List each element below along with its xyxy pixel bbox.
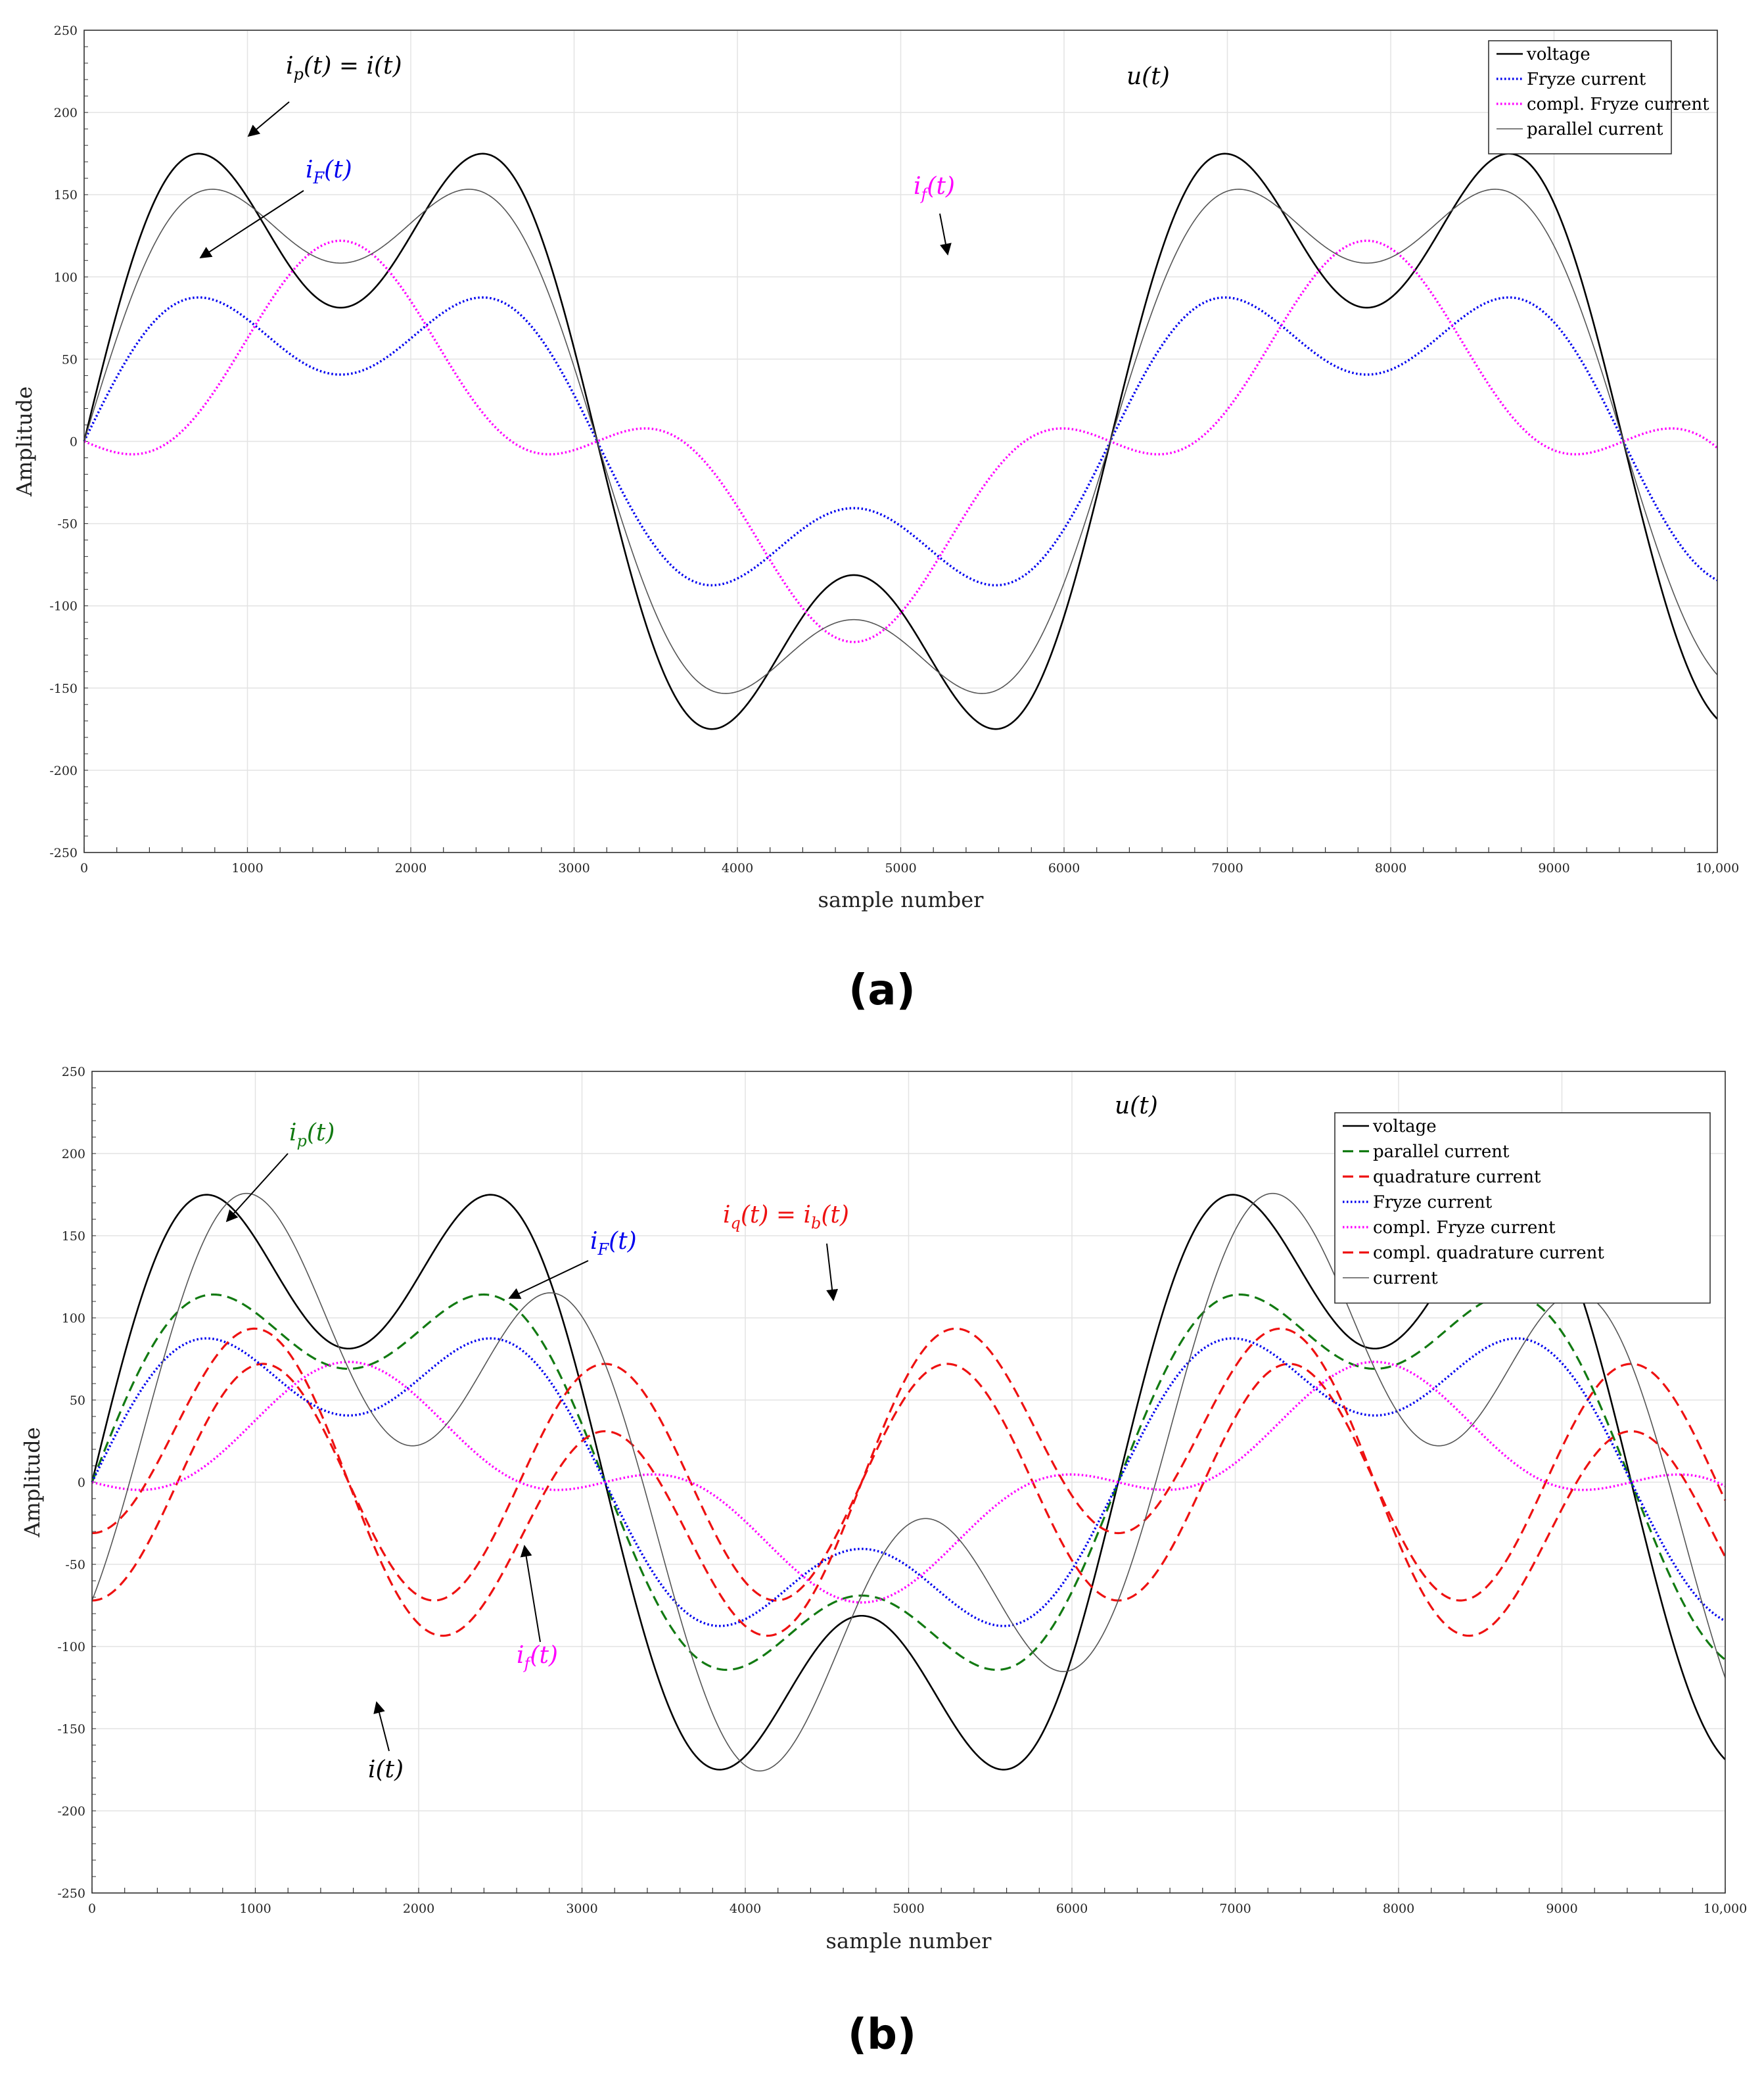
series-line-compl-quadrature-current [91, 1327, 1727, 1637]
annotation-u: u(t) [1126, 63, 1170, 90]
x-axis-title: sample number [826, 1928, 992, 1953]
legend-entry: quadrature current [1373, 1167, 1541, 1187]
x-tick-label: 5000 [885, 861, 916, 876]
annotations-b: u(t) ip(t) iF(t) iq(t) = ib(t) if(t) i(t… [225, 1092, 1158, 1783]
annotation-iq-b: iq(t) = ib(t) [723, 1202, 849, 1232]
y-tick-label: 50 [70, 1393, 85, 1408]
annotation-if: if(t) [914, 173, 955, 204]
y-tick-label: -50 [57, 517, 78, 532]
y-tick-label: 250 [62, 1065, 85, 1079]
legend-box [1334, 1112, 1711, 1304]
y-tick-label: -250 [57, 1886, 85, 1901]
y-tick-label: 250 [54, 24, 78, 38]
annotation-if-b: if(t) [517, 1642, 558, 1673]
x-axis-title: sample number [818, 887, 985, 912]
series-line-voltage [83, 152, 1718, 730]
x-tick-label: 1000 [231, 861, 263, 876]
y-tick-label: -50 [65, 1558, 85, 1572]
legend-entry: compl. Fryze current [1527, 95, 1709, 114]
y-tick-label: 200 [62, 1147, 85, 1161]
axes-frame [91, 1071, 1726, 1894]
y-tick-label: -200 [57, 1804, 85, 1819]
y-tick-label: 200 [54, 106, 78, 120]
y-tick-label: -150 [49, 682, 78, 696]
y-tick-label: 100 [62, 1311, 85, 1326]
x-tick-label: 10,000 [1696, 861, 1739, 876]
x-tick-label: 4000 [730, 1902, 761, 1916]
x-tick-label: 1000 [239, 1902, 271, 1916]
x-tick-label: 6000 [1048, 861, 1080, 876]
x-tick-label: 3000 [558, 861, 590, 876]
y-tick-label: -250 [49, 846, 78, 860]
annotation-ip-b: ip(t) [289, 1119, 335, 1150]
y-tick-label: -100 [49, 599, 78, 614]
x-tick-label: 5000 [893, 1902, 924, 1916]
annotations-a: ip(t) = i(t) u(t) iF(t) if(t) [199, 53, 1170, 258]
annotation-i-b: i(t) [368, 1756, 404, 1783]
legend-entry: voltage [1526, 45, 1590, 64]
panel-label-a: (a) [848, 966, 916, 1015]
legend-entry: Fryze current [1527, 70, 1646, 89]
y-tick-label: -150 [57, 1722, 85, 1737]
series-line-compl-fryze-current [83, 239, 1719, 643]
x-tick-label: 0 [80, 861, 88, 876]
series-line-fryze-current [83, 296, 1718, 587]
annotation-u-b: u(t) [1115, 1092, 1158, 1119]
x-tick-label: 2000 [403, 1902, 434, 1916]
x-tick-label: 7000 [1211, 861, 1243, 876]
series-line-current [91, 1192, 1726, 1772]
series-line-parallel-current [83, 189, 1718, 694]
y-tick-label: 0 [78, 1476, 85, 1490]
legend-box [1488, 40, 1672, 154]
x-tick-label: 8000 [1383, 1902, 1414, 1916]
legend: voltage Fryze current compl. Fryze current… [1488, 40, 1709, 154]
y-tick-label: 150 [54, 188, 78, 202]
legend-entry: parallel current [1373, 1142, 1510, 1162]
legend: voltage parallel current quadrature curren… [1334, 1112, 1711, 1304]
x-tick-label: 3000 [566, 1902, 597, 1916]
legend-entry: compl. Fryze current [1373, 1218, 1556, 1238]
series-line-parallel-current [91, 1293, 1726, 1671]
annotation-iF: iF(t) [306, 156, 352, 187]
y-tick-label: -200 [49, 764, 78, 778]
chart-b: 0 1000 2000 3000 4000 5000 6000 7000 8000 9000 10,… [20, 1065, 1747, 1953]
y-tick-label: -100 [57, 1640, 85, 1654]
x-tick-label: 7000 [1219, 1902, 1251, 1916]
x-tick-label: 6000 [1056, 1902, 1088, 1916]
x-tick-label: 2000 [395, 861, 427, 876]
y-axis-title: Amplitude [12, 386, 37, 497]
annotation-ip-equals-i: ip(t) = i(t) [286, 53, 402, 83]
x-tick-label: 10,000 [1704, 1902, 1747, 1916]
legend-entry: Fryze current [1373, 1193, 1493, 1213]
legend-entry: voltage [1372, 1117, 1437, 1136]
chart-a: 0 1000 2000 3000 4000 5000 6000 7000 8000 9000 10,… [12, 24, 1739, 912]
y-tick-label: 50 [62, 352, 78, 367]
series-line-quadrature-current [91, 1363, 1727, 1602]
annotation-iF-b: iF(t) [590, 1228, 637, 1259]
y-tick-label: 0 [70, 435, 78, 450]
axes-frame [83, 30, 1718, 853]
y-tick-label: 100 [54, 270, 78, 285]
x-tick-label: 4000 [722, 861, 753, 876]
legend-entry: current [1373, 1269, 1438, 1288]
x-tick-label: 8000 [1375, 861, 1406, 876]
x-tick-label: 9000 [1546, 1902, 1577, 1916]
x-tick-label: 0 [88, 1902, 96, 1916]
x-tick-label: 9000 [1538, 861, 1569, 876]
legend-entry: compl. quadrature current [1373, 1244, 1604, 1263]
panel-label-b: (b) [848, 2011, 916, 2059]
legend-entry: parallel current [1527, 120, 1663, 139]
series-group [83, 152, 1719, 730]
y-axis-title: Amplitude [20, 1427, 45, 1537]
y-tick-label: 150 [62, 1229, 85, 1244]
series-line-fryze-current [91, 1337, 1726, 1627]
series-line-compl-fryze-current [91, 1361, 1726, 1604]
